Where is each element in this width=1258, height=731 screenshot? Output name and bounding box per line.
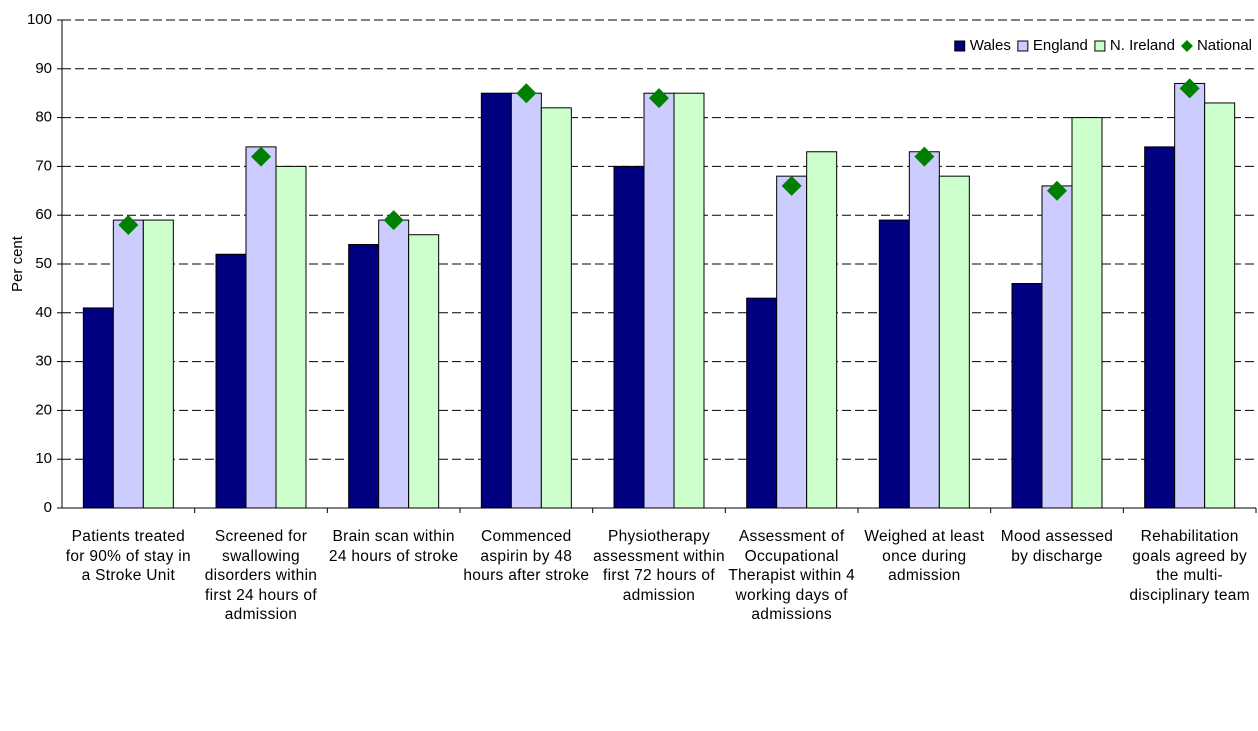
x-tick-label: Mood assessed by discharge	[1000, 528, 1114, 565]
legend-marker	[1094, 40, 1106, 52]
bar	[806, 151, 838, 509]
x-tick-label: Screened for swallowing disorders within…	[204, 528, 318, 623]
bar	[746, 297, 778, 509]
bar	[1011, 283, 1043, 509]
marker	[251, 146, 271, 167]
marker	[383, 210, 404, 231]
x-tick-label: Physiotherapy assessment within first 72…	[593, 528, 725, 604]
y-tick-label: 0	[44, 499, 52, 516]
marker	[516, 83, 537, 104]
marker	[1179, 78, 1200, 99]
y-tick-label: 80	[35, 109, 52, 126]
y-tick-label: 30	[35, 353, 52, 370]
x-tick-label: Weighed at least once during admission	[864, 528, 985, 584]
y-tick-label: 60	[35, 206, 52, 223]
legend-label: National	[1197, 37, 1252, 54]
bar	[215, 253, 247, 509]
bar	[82, 307, 114, 509]
y-tick-label: 100	[27, 11, 52, 28]
bar	[275, 165, 307, 509]
bar	[245, 146, 277, 509]
y-tick-label: 40	[35, 304, 52, 321]
legend-marker	[954, 40, 966, 52]
y-tick-label: 50	[35, 255, 52, 272]
bar	[613, 165, 645, 509]
bar	[643, 92, 675, 509]
bar	[348, 243, 380, 509]
x-tick-label: Brain scan within 24 hours of stroke	[328, 528, 459, 565]
legend-marker	[1017, 40, 1029, 52]
legend-label: England	[1033, 37, 1088, 54]
bar	[908, 151, 940, 509]
marker	[781, 175, 802, 196]
y-tick-label: 10	[35, 450, 52, 467]
y-axis-label: Per cent	[9, 235, 26, 292]
bar	[1041, 185, 1073, 509]
y-tick-label: 20	[35, 401, 52, 418]
bar	[1144, 146, 1176, 509]
y-tick-label: 90	[35, 60, 52, 77]
legend-label: Wales	[970, 37, 1011, 54]
x-tick-label: Commenced aspirin by 48 hours after stro…	[463, 528, 590, 584]
bar	[776, 175, 808, 509]
bar	[378, 219, 410, 509]
bar	[1174, 82, 1206, 509]
bar	[938, 175, 970, 509]
bar	[673, 92, 705, 509]
legend-marker	[1180, 40, 1193, 52]
legend-label: N. Ireland	[1110, 37, 1175, 54]
bar	[1204, 102, 1236, 509]
marker	[118, 214, 139, 235]
bar	[540, 107, 572, 509]
marker	[914, 146, 935, 167]
bar	[142, 219, 174, 509]
bar	[1071, 117, 1103, 509]
marker	[1047, 180, 1067, 201]
y-tick-label: 70	[35, 157, 52, 174]
bar	[878, 219, 910, 509]
bar	[112, 219, 144, 509]
bar	[408, 234, 440, 509]
x-tick-label: Assessment of Occupational Therapist wit…	[728, 528, 856, 623]
marker	[649, 88, 669, 109]
x-tick-label: Patients treated for 90% of stay in a St…	[65, 528, 191, 584]
bar	[510, 92, 542, 509]
x-tick-label: Rehabilitation goals agreed by the multi…	[1129, 528, 1250, 604]
bar	[480, 92, 512, 509]
